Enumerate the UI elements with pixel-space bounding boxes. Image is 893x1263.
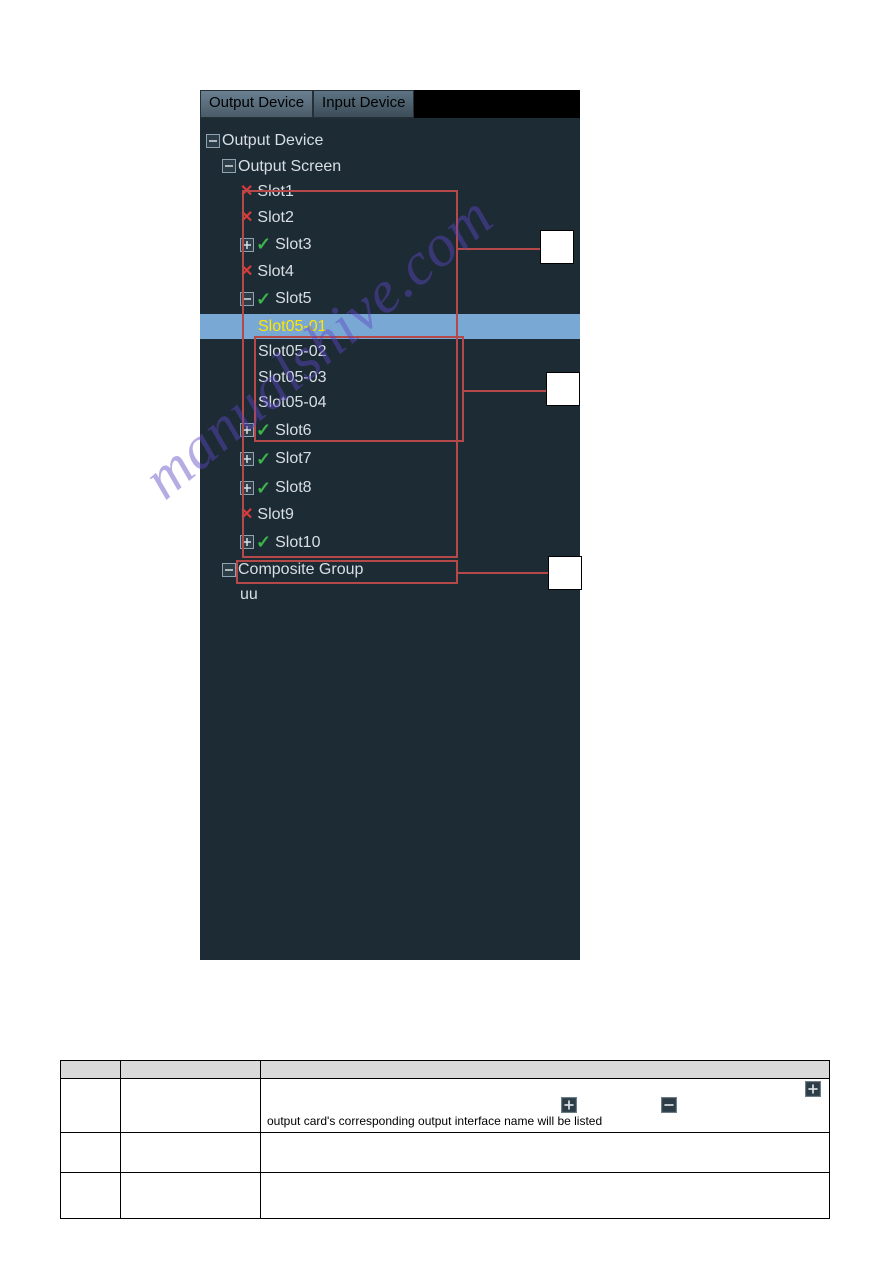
callout-line-2	[464, 390, 546, 392]
table-cell	[121, 1133, 261, 1173]
table-header-c	[261, 1061, 830, 1079]
plus-icon	[561, 1097, 577, 1113]
tree-root[interactable]: Output Device	[206, 128, 574, 154]
annotation-box-composite	[236, 560, 458, 584]
callout-box-3	[548, 556, 582, 590]
table-header-a	[61, 1061, 121, 1079]
minus-icon[interactable]	[222, 159, 236, 173]
callout-line-3	[458, 572, 548, 574]
table-cell	[121, 1079, 261, 1133]
tree-composite-child[interactable]: uu	[206, 582, 574, 608]
tree-output-screen[interactable]: Output Screen	[206, 154, 574, 180]
tab-bar: Output Device Input Device	[200, 90, 580, 118]
description-table: output card's corresponding output inter…	[60, 1060, 830, 1219]
tab-input-device[interactable]: Input Device	[313, 90, 414, 118]
table-header-b	[121, 1061, 261, 1079]
minus-icon	[661, 1097, 677, 1113]
table-cell	[61, 1133, 121, 1173]
table-cell	[261, 1173, 830, 1219]
tab-output-device[interactable]: Output Device	[200, 90, 313, 118]
table-cell-desc: output card's corresponding output inter…	[261, 1079, 830, 1133]
table-cell	[61, 1079, 121, 1133]
tree-output-screen-label: Output Screen	[238, 154, 341, 180]
callout-line-1	[458, 248, 540, 250]
table-cell	[261, 1133, 830, 1173]
tree-root-label: Output Device	[222, 128, 323, 154]
device-panel: Output Device Input Device Output Device…	[200, 90, 600, 960]
plus-icon	[805, 1081, 821, 1097]
callout-box-2	[546, 372, 580, 406]
desc-text: output card's corresponding output inter…	[267, 1114, 602, 1128]
minus-icon[interactable]	[222, 563, 236, 577]
annotation-box-subslots	[254, 336, 464, 442]
table-cell	[61, 1173, 121, 1219]
minus-icon[interactable]	[206, 134, 220, 148]
table-cell	[121, 1173, 261, 1219]
callout-box-1	[540, 230, 574, 264]
composite-child-label: uu	[240, 582, 258, 608]
